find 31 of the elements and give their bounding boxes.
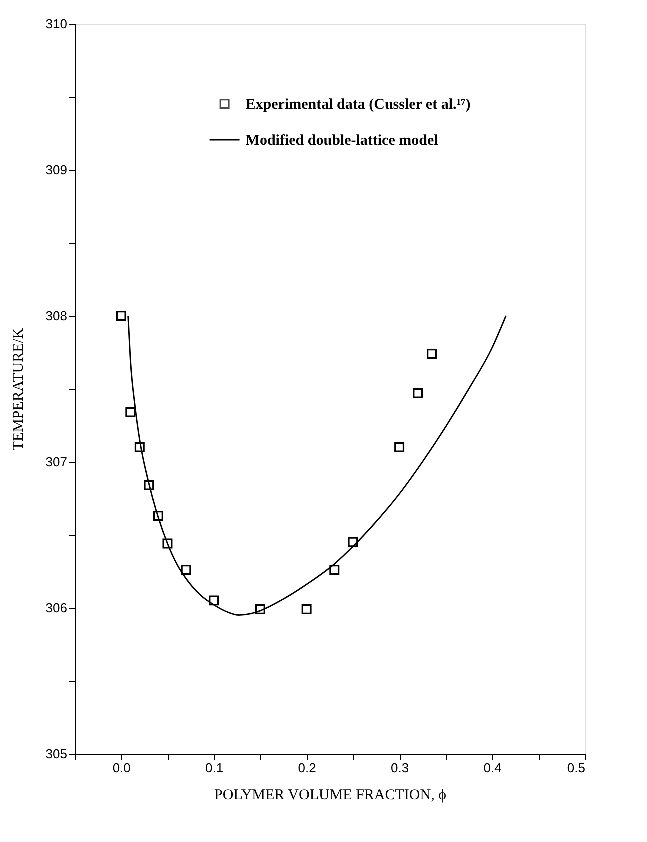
x-tick-label: 0.0 [112,760,131,776]
y-tick-label: 307 [46,454,68,470]
x-tick-label: 0.2 [298,760,316,776]
point [427,348,437,359]
y-tick-label: 305 [46,746,68,762]
point [116,311,126,321]
y-tick-label: 309 [46,162,68,178]
point [153,511,164,522]
x-tick-label: 0.5 [567,760,586,776]
point [330,565,340,576]
point [209,596,220,606]
point [134,442,145,452]
point [413,388,424,398]
legend-label: Experimental data (Cussler et al.¹⁷) [246,97,471,113]
point [348,537,358,548]
x-tick-label: 0.4 [484,760,502,776]
x-tick-label: 0.3 [391,760,410,776]
point [181,565,192,576]
point [302,604,312,614]
y-tick-label: 310 [46,16,68,32]
y-tick-label: 306 [46,600,68,616]
point [394,442,405,452]
x-axis-title: POLYMER VOLUME FRACTION, ϕ [214,788,447,804]
x-tick-label: 0.1 [206,760,224,776]
point [162,538,173,549]
legend-label: Modified double-lattice model [246,133,438,149]
y-axis-title: TEMPERATURE/K [10,328,27,451]
point [255,604,266,614]
point [126,407,136,418]
point [144,480,154,490]
y-tick-label: 308 [46,308,68,324]
